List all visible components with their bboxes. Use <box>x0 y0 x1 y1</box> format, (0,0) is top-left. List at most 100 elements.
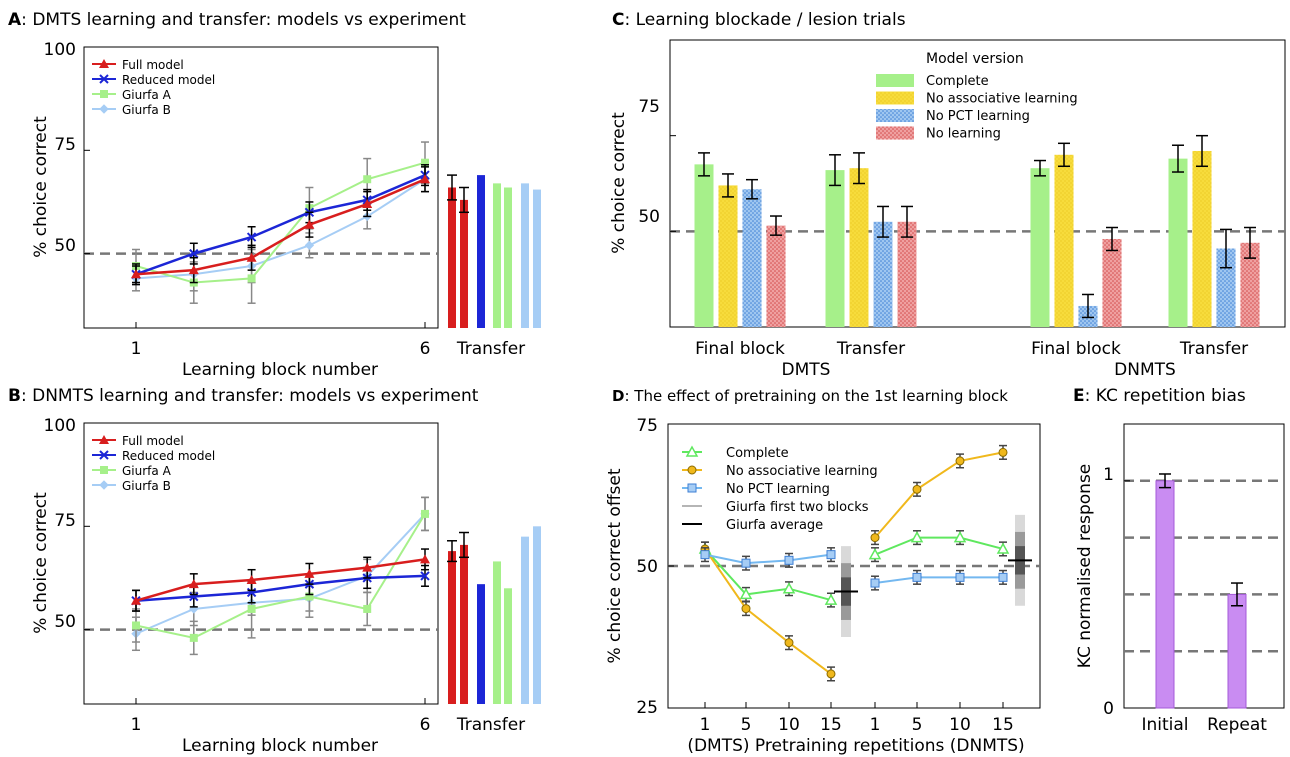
panel-b-ytick-50: 50 <box>54 612 76 632</box>
panel-c-cat-2: Transfer <box>836 339 905 359</box>
panel-b-giurfa-a-point-4 <box>305 592 314 601</box>
panel-b-legend-giurfa-b-marker <box>99 480 109 490</box>
panel-c-ytick-50: 50 <box>638 207 660 227</box>
panel-d-xtick-2: 5 <box>741 715 752 735</box>
panel-b-transfer-bar-giurfa-a-1 <box>493 561 501 704</box>
panel-b-transfer-bar-giurfa-b-2 <box>533 526 541 704</box>
panel-c: C: Learning blockade / lesion trials 75 … <box>609 10 1286 380</box>
panel-b-full-model-point-4 <box>304 568 315 578</box>
panel-a-ylabel: % choice correct <box>31 116 51 258</box>
panel-d-legend-complete-marker <box>685 445 699 457</box>
panel-a-legend-giurfa-a-marker <box>100 90 108 98</box>
panel-c-group-dnmts: DNMTS <box>1114 360 1176 380</box>
panel-e-ytick-0: 0 <box>1103 699 1114 719</box>
panel-d-no-pct-learning-dmts-point-1 <box>700 550 710 560</box>
panel-a-full-model-point-4 <box>304 219 315 229</box>
panel-c-letter: C <box>612 10 624 30</box>
panel-a-giurfa-a-point-6 <box>421 158 429 167</box>
svg-text:D: The effect of pretraining o: D: The effect of pretraining on the 1st … <box>612 387 1008 405</box>
panel-b-legend-full-model-label: Full model <box>122 434 184 448</box>
panel-a-reduced-model-point-3 <box>246 232 257 242</box>
panel-c-group-dmts: DMTS <box>782 360 831 380</box>
panel-c-legend-no-associative-learning-swatch <box>876 91 914 105</box>
panel-b-full-model-point-6 <box>420 554 430 564</box>
panel-b-ytick-100: 100 <box>44 416 76 436</box>
panel-d-complete-dmts-point-2 <box>739 587 753 600</box>
panel-c-bar-no-associative-learning-2 <box>849 168 869 327</box>
panel-c-cat-4: Transfer <box>1179 339 1248 359</box>
panel-d-no-pct-learning-dmts-point-4 <box>826 550 836 560</box>
panel-a-transfer-bar-giurfa-a-2 <box>504 187 512 328</box>
panel-d-xtick-1: 1 <box>700 715 711 735</box>
panel-a-transfer-label: Transfer <box>456 339 525 359</box>
panel-d-complete-dnmts-point-2 <box>910 531 924 543</box>
panel-c-bar-no-learning-3 <box>1102 238 1122 327</box>
panel-b-full-model-point-3 <box>246 575 257 585</box>
panel-d-ytick-50: 50 <box>636 557 658 577</box>
panel-e-letter: E <box>1073 386 1085 406</box>
panel-a-full-model-point-3 <box>246 252 257 262</box>
panel-c-legend-complete-swatch <box>876 74 914 87</box>
panel-d-no-associative-learning-dmts-line <box>704 548 832 675</box>
panel-c-legend-title: Model version <box>926 51 1024 67</box>
panel-a-full-model-point-6 <box>420 174 430 184</box>
panel-a-plot-frame <box>83 46 439 329</box>
panel-a-letter: A <box>8 10 22 30</box>
panel-d-no-associative-learning-dmts-point-4 <box>826 669 836 679</box>
panel-e-ytick-1: 1 <box>1103 465 1114 485</box>
panel-b-full-model-point-1 <box>131 595 141 605</box>
panel-a-ytick-50: 50 <box>54 236 76 256</box>
panel-a-full-model-line <box>135 178 426 276</box>
panel-b-legend-giurfa-a-marker <box>100 466 108 474</box>
panel-d-xtick-7: 10 <box>949 715 971 735</box>
panel-b-legend-giurfa-a-label: Giurfa A <box>122 464 172 478</box>
panel-d-no-pct-learning-dnmts-point-3 <box>955 572 965 582</box>
panel-b-plot-frame <box>83 422 439 705</box>
panel-a-transfer-bar-reduced-model-1 <box>477 175 485 328</box>
panel-b-xtick-1: 1 <box>131 715 142 735</box>
panel-a-xlabel: Learning block number <box>182 360 378 380</box>
panel-b-legend-reduced-model-label: Reduced model <box>122 449 215 463</box>
panel-c-bar-complete-4 <box>1168 158 1188 327</box>
panel-d-ytick-25: 25 <box>636 698 658 718</box>
svg-text:A: DMTS learning and transfer:: A: DMTS learning and transfer: models vs… <box>8 10 466 30</box>
panel-b-xlabel: Learning block number <box>182 736 378 756</box>
panel-d-complete-dnmts-point-1 <box>868 548 882 560</box>
panel-b-full-model-line <box>135 558 426 602</box>
panel-d-legend-no-associative-learning-marker <box>687 465 697 475</box>
panel-d-no-associative-learning-dnmts-line <box>874 451 1004 539</box>
panel-d-title: The effect of pretraining on the 1st lea… <box>633 387 1008 405</box>
panel-d-no-associative-learning-dmts-point-2 <box>741 604 751 614</box>
panel-a-legend-full-model-marker <box>99 59 109 68</box>
panel-a-reduced-model-point-2 <box>189 248 199 259</box>
panel-d-legend-giurfa-first-two-blocks-label: Giurfa first two blocks <box>726 500 869 515</box>
panel-e-bar-repeat <box>1227 593 1247 709</box>
panel-a: A: DMTS learning and transfer: models vs… <box>8 10 541 380</box>
panel-b-giurfa-a-point-5 <box>363 604 372 613</box>
panel-a-full-model-point-5 <box>362 199 373 209</box>
panel-a-ytick-100: 100 <box>44 40 76 60</box>
panel-b-full-model-point-2 <box>188 579 199 589</box>
panel-d-complete-dmts-line <box>704 548 832 602</box>
panel-d: D: The effect of pretraining on the 1st … <box>605 387 1041 756</box>
panel-c-legend-no-pct-learning-label: No PCT learning <box>926 109 1030 124</box>
panel-b-transfer-label: Transfer <box>456 715 525 735</box>
panel-d-legend-complete-label: Complete <box>726 446 789 461</box>
svg-text:C: Learning blockade / lesion: C: Learning blockade / lesion trials <box>612 10 906 30</box>
panel-d-no-pct-learning-dnmts-point-2 <box>912 572 922 582</box>
panel-a-legend-giurfa-a-label: Giurfa A <box>122 88 172 102</box>
panel-d-complete-dnmts-line <box>874 536 1004 556</box>
panel-a-legend-giurfa-b-label: Giurfa B <box>122 103 171 117</box>
panel-d-legend-no-pct-learning-marker <box>687 483 697 493</box>
panel-a-giurfa-b-point-4 <box>304 240 315 251</box>
panel-b-legend-giurfa-b-label: Giurfa B <box>122 479 171 493</box>
panel-c-bar-no-learning-2 <box>897 221 917 327</box>
panel-e-title: KC repetition bias <box>1096 386 1246 406</box>
panel-b-full-model-point-5 <box>362 562 373 572</box>
panel-a-transfer-bar-full-model-1 <box>448 187 456 328</box>
panel-d-legend-giurfa-average-label: Giurfa average <box>726 518 823 533</box>
panel-d-letter: D <box>612 387 624 405</box>
panel-a-giurfa-a-line <box>135 161 426 284</box>
panel-c-legend-no-associative-learning-label: No associative learning <box>926 92 1078 107</box>
